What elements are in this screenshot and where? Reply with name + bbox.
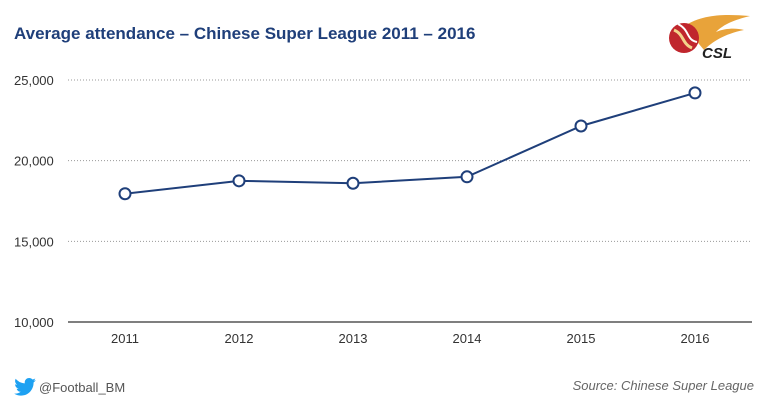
data-point — [574, 119, 588, 133]
series-line — [124, 91, 696, 195]
csl-logo: CSL — [664, 12, 754, 67]
x-tick-label: 2013 — [339, 331, 368, 346]
chart-title: Average attendance – Chinese Super Leagu… — [14, 24, 476, 43]
data-point — [460, 170, 474, 184]
data-point — [118, 187, 132, 201]
data-point — [232, 174, 246, 188]
y-tick-label: 10,000 — [14, 315, 54, 330]
x-tick-label: 2012 — [225, 331, 254, 346]
twitter-bird-icon — [14, 378, 36, 396]
logo-text: CSL — [702, 45, 732, 62]
y-tick-label: 15,000 — [14, 234, 54, 249]
data-point — [346, 176, 360, 190]
twitter-handle: @Football_BM — [39, 379, 126, 395]
x-tick-label: 2011 — [111, 331, 139, 346]
y-tick-label: 25,000 — [14, 73, 54, 88]
x-tick-label: 2016 — [681, 331, 710, 346]
source-note: Source: Chinese Super League — [572, 378, 754, 393]
y-tick-label: 20,000 — [14, 154, 54, 169]
data-point — [688, 86, 702, 100]
x-tick-label: 2014 — [453, 331, 482, 346]
x-tick-label: 2015 — [567, 331, 596, 346]
twitter-credit: @Football_BM — [14, 378, 125, 396]
